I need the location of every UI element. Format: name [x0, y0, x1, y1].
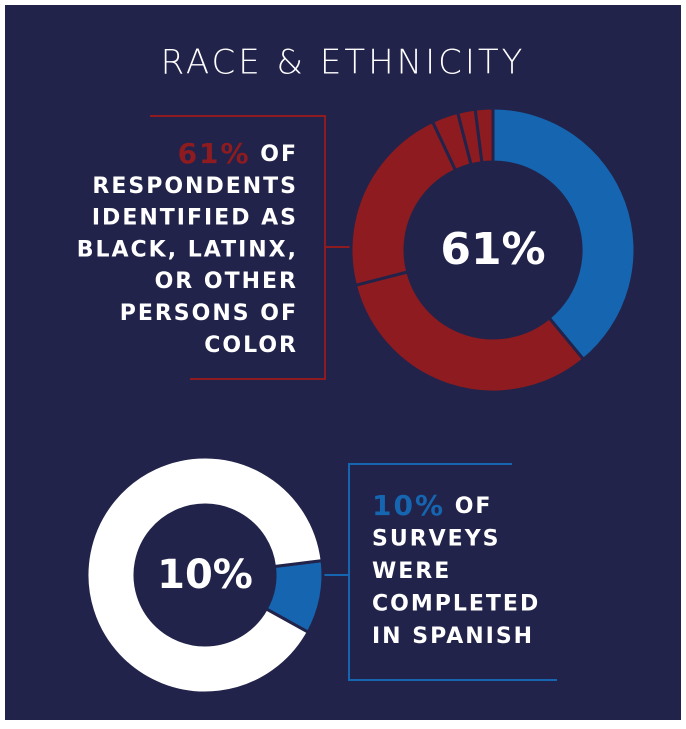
- caption-line: RESPONDENTS: [92, 174, 298, 199]
- caption-text: SURVEYS: [372, 527, 500, 552]
- center-label: 61%: [440, 224, 545, 275]
- bracket: [348, 463, 557, 681]
- caption-text: OF: [455, 494, 493, 519]
- caption-text: WERE: [372, 559, 451, 584]
- caption-text: PERSONS OF: [120, 301, 298, 326]
- caption-line: BLACK, LATINX,: [77, 237, 298, 262]
- caption-line: OR OTHER: [155, 269, 298, 294]
- caption-line: 10% OF: [372, 489, 492, 522]
- caption-text: OR OTHER: [155, 269, 298, 294]
- caption-line: PERSONS OF: [120, 301, 298, 326]
- donut-segment: [491, 106, 637, 362]
- caption-line: 61% OF: [178, 137, 298, 170]
- donut-segment: [85, 455, 324, 695]
- caption-line: IN SPANISH: [372, 624, 534, 649]
- caption-line: COMPLETED: [372, 592, 540, 617]
- caption-text: RESPONDENTS: [92, 174, 298, 199]
- donut-segment: [353, 270, 586, 394]
- caption-line: WERE: [372, 559, 451, 584]
- center-label: 10%: [157, 552, 253, 598]
- caption-text: COMPLETED: [372, 592, 540, 617]
- donut-segment: [473, 106, 495, 165]
- caption-text: COLOR: [204, 333, 298, 358]
- title: RACE & ETHNICITY: [161, 43, 526, 83]
- caption-text: IDENTIFIED AS: [92, 206, 298, 231]
- caption-text: OF: [260, 142, 298, 167]
- highlight: 10%: [372, 489, 445, 522]
- caption-line: COLOR: [204, 333, 298, 358]
- caption-line: SURVEYS: [372, 527, 500, 552]
- caption-text: BLACK, LATINX,: [77, 237, 298, 262]
- caption-line: IDENTIFIED AS: [92, 206, 298, 231]
- highlight: 61%: [178, 137, 251, 170]
- caption-text: IN SPANISH: [372, 624, 534, 649]
